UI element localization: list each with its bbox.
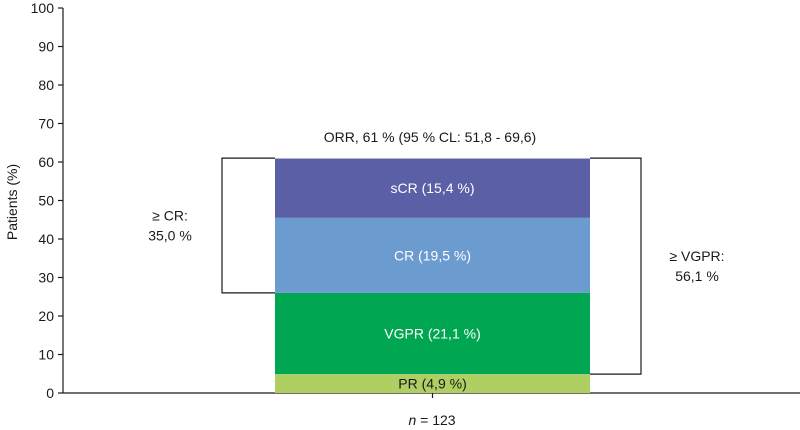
bracket-label-left: ≥ CR: [152,208,188,224]
brackets: ≥ CR: 35,0 % ≥ VGPR: 56,1 % [148,157,725,375]
axes: 0 10 20 30 40 50 60 70 80 90 100 [31,0,800,401]
y-tick-label: 10 [38,347,54,363]
segment-label-scr: sCR (15,4 %) [390,180,474,196]
y-axis-title: Patients (%) [4,164,20,240]
bar-segments: PR (4,9 %) VGPR (21,1 %) CR (19,5 %) sCR (1… [275,158,590,393]
bracket-right [590,157,642,375]
segment-label-pr: PR (4,9 %) [398,376,466,392]
y-tick-label: 100 [31,0,55,16]
bar-segment-scr [275,158,590,218]
y-tick-label: 70 [38,116,54,132]
y-tick-label: 90 [38,39,54,55]
bar-segment-cr [275,217,590,293]
bracket-left [221,157,275,294]
y-tick-label: 30 [38,270,54,286]
x-axis-label-count: = 123 [416,412,456,428]
bracket-label-left: 35,0 % [148,228,192,244]
y-tick-label: 50 [38,193,54,209]
y-tick-label: 0 [46,385,54,401]
bracket-label-right: 56,1 % [675,268,719,284]
segment-label-vgpr: VGPR (21,1 %) [384,326,480,342]
y-tick-label: 20 [38,308,54,324]
y-tick-label: 40 [38,231,54,247]
bracket-label-right: ≥ VGPR: [669,248,724,264]
bar-segment-pr [275,374,590,393]
y-tick-label: 60 [38,154,54,170]
segment-label-cr: CR (19,5 %) [394,247,471,263]
x-axis-label: n = 123 [408,412,455,428]
y-tick-label: 80 [38,77,54,93]
x-axis-label-n: n [408,412,416,428]
total-label: ORR, 61 % (95 % CL: 51,8 - 69,6) [324,129,536,145]
bar-segment-vgpr [275,292,590,375]
